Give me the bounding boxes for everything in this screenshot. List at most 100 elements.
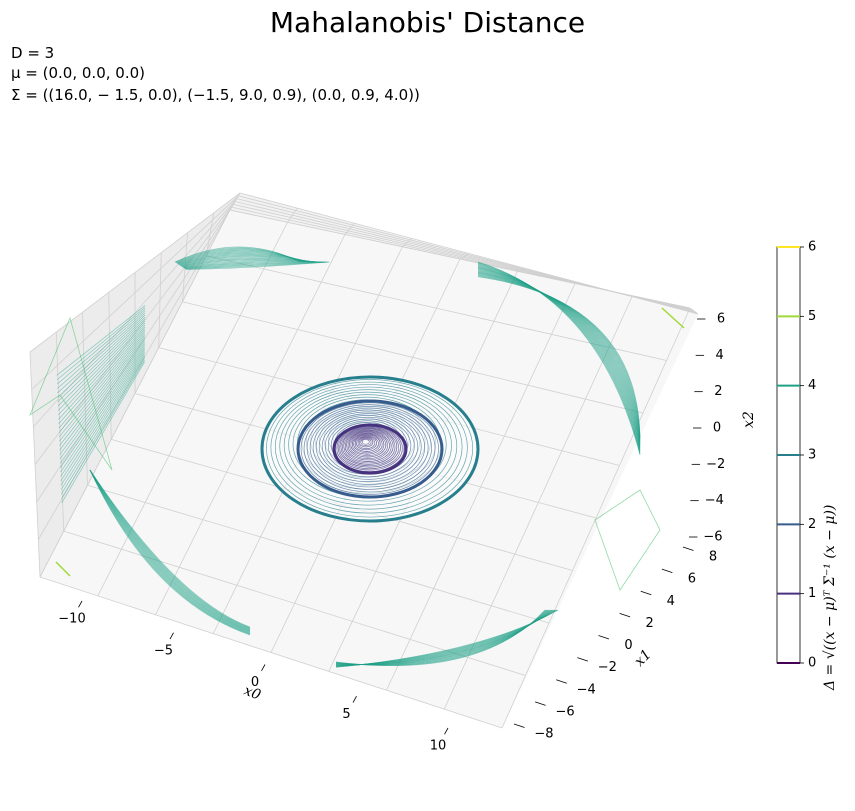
contour-line bbox=[61, 359, 145, 499]
contour-line bbox=[58, 322, 146, 416]
x1-axis-label: x1 bbox=[632, 647, 655, 670]
x1-axis-tick-label: 8 bbox=[709, 550, 717, 565]
contour-line bbox=[89, 469, 251, 634]
x0-axis-tick-mark bbox=[261, 664, 266, 671]
x2-axis-tick-label: −2 bbox=[706, 457, 725, 472]
contour-line bbox=[184, 261, 326, 269]
x1-axis-tick-label: −6 bbox=[556, 704, 575, 719]
contour-line bbox=[315, 411, 422, 483]
contour-line bbox=[89, 469, 251, 632]
x0-axis-tick-label: −5 bbox=[154, 643, 173, 658]
contour-line bbox=[59, 338, 146, 451]
contour-surface-level-1 bbox=[332, 423, 408, 475]
contour-line bbox=[185, 261, 329, 270]
back-wall-grid-line bbox=[517, 268, 527, 272]
contour-line bbox=[57, 318, 146, 407]
contour-line bbox=[89, 469, 251, 635]
x1-axis-tick-label: 0 bbox=[624, 638, 632, 653]
dimension-label: D = 3 bbox=[11, 44, 55, 62]
contour-line bbox=[337, 426, 401, 470]
colorbar-tick-label: 4 bbox=[808, 378, 816, 393]
contour-line bbox=[57, 320, 146, 411]
left-wall-grid-line bbox=[205, 212, 215, 256]
back-wall-grid-line bbox=[344, 222, 355, 235]
contour-line bbox=[350, 433, 385, 457]
contour-line bbox=[349, 432, 387, 458]
back-wall-grid-line bbox=[689, 307, 699, 315]
x1-axis-tick-label: −2 bbox=[598, 660, 617, 675]
contour-line bbox=[360, 438, 372, 446]
contour-line bbox=[318, 413, 419, 480]
floor-grid-line bbox=[386, 283, 576, 691]
contour-line bbox=[274, 384, 463, 510]
x0-axis-tick-label: −10 bbox=[58, 612, 85, 627]
contour-line bbox=[56, 307, 146, 380]
contour-line bbox=[361, 439, 370, 445]
contour-line bbox=[59, 334, 146, 442]
contour-line bbox=[57, 314, 146, 398]
x2-axis-tick-label: −6 bbox=[703, 530, 722, 545]
x0-axis-tick-mark bbox=[169, 632, 174, 640]
colorbar: 0 1 2 3 4 5 6 bbox=[776, 240, 816, 671]
contour-line bbox=[279, 386, 458, 506]
contour-line bbox=[89, 469, 251, 633]
contour-line bbox=[270, 381, 468, 514]
floor-grid-line bbox=[206, 255, 667, 361]
contour-line bbox=[59, 342, 146, 460]
back-wall-grid-line bbox=[287, 207, 298, 223]
x2-axis-label: x2 bbox=[741, 411, 757, 428]
colorbar-tick-label: 2 bbox=[808, 517, 816, 532]
colorbar-tick-label: 1 bbox=[808, 586, 816, 601]
floor-grid-line bbox=[443, 295, 633, 710]
back-wall-grid-line bbox=[402, 238, 413, 248]
contour-line bbox=[89, 469, 251, 634]
contour-line bbox=[56, 309, 146, 385]
x1-axis-tick-mark bbox=[556, 679, 567, 684]
contour-line bbox=[60, 350, 146, 477]
contour-line bbox=[60, 351, 146, 482]
contour-line bbox=[336, 426, 403, 471]
contour-line bbox=[89, 469, 251, 633]
contour-line bbox=[89, 469, 251, 631]
contour-surfaces bbox=[29, 246, 685, 668]
x1-axis-tick-label: 6 bbox=[688, 572, 696, 587]
x1-axis-tick-mark bbox=[513, 723, 525, 728]
floor-contour-level-4 bbox=[89, 469, 559, 668]
contour-surface-level-5 bbox=[29, 307, 685, 591]
contour-line bbox=[59, 336, 146, 446]
floor-grid-line bbox=[182, 301, 644, 414]
x1-axis-tick-label: 4 bbox=[667, 594, 675, 609]
contour-line bbox=[351, 434, 383, 455]
contour-line bbox=[60, 353, 145, 486]
contour-line bbox=[61, 357, 145, 495]
x0-axis-tick-mark bbox=[352, 696, 357, 703]
contour-line bbox=[89, 469, 251, 632]
contour-line bbox=[89, 469, 251, 635]
x1-axis-tick-mark bbox=[640, 590, 652, 596]
contour-line bbox=[55, 561, 71, 577]
contour-line bbox=[89, 469, 251, 628]
contour-line bbox=[89, 469, 251, 636]
left-wall-grid-line bbox=[158, 252, 162, 348]
contour-line bbox=[356, 436, 377, 451]
x0-axis-tick-label: 5 bbox=[342, 707, 350, 722]
contour-line bbox=[357, 436, 376, 449]
contour-line bbox=[89, 469, 251, 632]
contour-line bbox=[89, 469, 251, 629]
back-wall-grid-line bbox=[459, 253, 470, 260]
back-wall-grid-line bbox=[632, 295, 641, 300]
contour-line bbox=[58, 332, 146, 438]
contour-line bbox=[353, 434, 381, 454]
x1-axis-tick-mark bbox=[534, 701, 546, 706]
contour-line bbox=[59, 344, 146, 464]
contour-line bbox=[58, 330, 146, 433]
contour-line bbox=[594, 489, 661, 591]
contour-line bbox=[89, 469, 251, 628]
colorbar-tick-label: 6 bbox=[808, 240, 816, 255]
x0-axis-tick-mark bbox=[444, 727, 449, 735]
contour-line bbox=[300, 402, 439, 495]
contour-line bbox=[306, 406, 432, 490]
x2-axis-tick-label: 4 bbox=[716, 348, 724, 363]
contour-line bbox=[335, 425, 405, 472]
